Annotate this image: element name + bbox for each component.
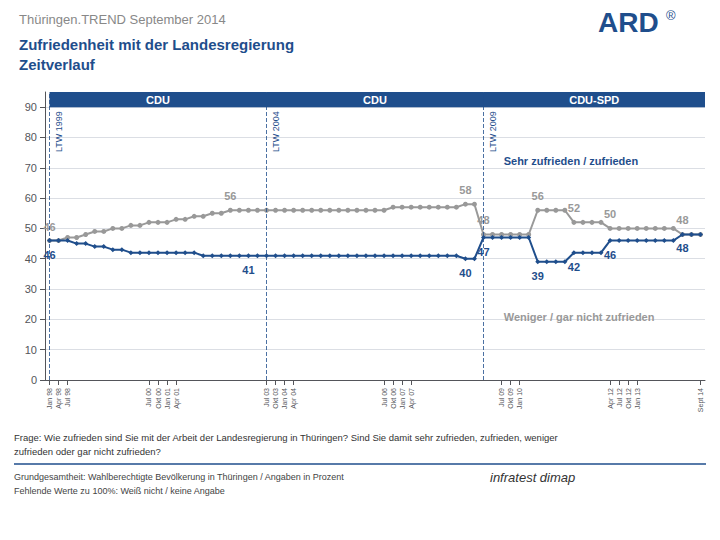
svg-text:CDU: CDU — [146, 94, 170, 106]
svg-text:80: 80 — [25, 131, 37, 143]
svg-text:58: 58 — [459, 184, 471, 196]
svg-text:CDU-SPD: CDU-SPD — [569, 94, 619, 106]
svg-text:90: 90 — [25, 101, 37, 113]
svg-text:20: 20 — [25, 313, 37, 325]
svg-text:Apr 01: Apr 01 — [173, 388, 181, 409]
svg-text:48: 48 — [477, 214, 490, 227]
svg-text:LTW 2004: LTW 2004 — [271, 111, 281, 152]
svg-text:Jul 12: Jul 12 — [616, 388, 623, 407]
svg-text:Frage: Wie zufrieden sind Sie: Frage: Wie zufrieden sind Sie mit der Ar… — [14, 432, 558, 443]
svg-text:Okt 00: Okt 00 — [155, 388, 162, 409]
svg-text:Jul 03: Jul 03 — [263, 388, 270, 407]
svg-text:LTW 2009: LTW 2009 — [488, 111, 498, 152]
svg-text:Apr 07: Apr 07 — [408, 388, 416, 409]
svg-text:Jul 00: Jul 00 — [145, 388, 152, 407]
svg-text:infratest dimap: infratest dimap — [490, 470, 575, 485]
svg-text:Weniger / gar nicht zufrieden: Weniger / gar nicht zufrieden — [504, 311, 655, 323]
svg-text:40: 40 — [25, 253, 37, 265]
svg-text:Jan 98: Jan 98 — [46, 388, 53, 409]
svg-text:CDU: CDU — [363, 94, 387, 106]
svg-text:Thüringen.TREND September 2014: Thüringen.TREND September 2014 — [19, 12, 226, 27]
svg-text:56: 56 — [224, 190, 236, 202]
svg-text:10: 10 — [25, 344, 37, 356]
svg-text:60: 60 — [25, 192, 37, 204]
svg-text:52: 52 — [568, 202, 580, 214]
svg-text:39: 39 — [532, 270, 544, 282]
svg-text:Okt 12: Okt 12 — [625, 388, 632, 409]
svg-text:zufrieden oder gar nicht zufri: zufrieden oder gar nicht zufrieden? — [14, 446, 161, 457]
svg-text:Apr 04: Apr 04 — [290, 388, 298, 409]
svg-text:Zeitverlauf: Zeitverlauf — [19, 56, 96, 73]
svg-text:48: 48 — [676, 214, 688, 226]
svg-text:47: 47 — [477, 245, 490, 258]
svg-text:Apr 98: Apr 98 — [55, 388, 63, 409]
svg-text:Okt 06: Okt 06 — [390, 388, 397, 409]
svg-text:Zufriedenheit mit der Landesre: Zufriedenheit mit der Landesregierung — [19, 36, 294, 53]
svg-text:40: 40 — [459, 267, 471, 279]
svg-text:Grundgesamtheit: Wahlberechtig: Grundgesamtheit: Wahlberechtigte Bevölke… — [14, 472, 344, 482]
svg-text:Jan 04: Jan 04 — [281, 388, 288, 409]
svg-text:0: 0 — [31, 374, 37, 386]
svg-text:LTW 1999: LTW 1999 — [54, 111, 64, 152]
svg-text:Apr 12: Apr 12 — [607, 388, 615, 409]
svg-text:Jul 09: Jul 09 — [498, 388, 505, 407]
svg-text:48: 48 — [676, 242, 688, 254]
svg-text:50: 50 — [25, 222, 37, 234]
svg-text:®: ® — [666, 8, 676, 23]
svg-text:42: 42 — [568, 261, 580, 273]
svg-text:Sept 14: Sept 14 — [697, 388, 705, 412]
svg-text:Okt 03: Okt 03 — [272, 388, 279, 409]
svg-text:70: 70 — [25, 162, 37, 174]
svg-text:46: 46 — [43, 220, 56, 233]
svg-text:Sehr zufrieden / zufrieden: Sehr zufrieden / zufrieden — [504, 155, 639, 167]
svg-text:56: 56 — [532, 190, 544, 202]
svg-text:ARD: ARD — [598, 7, 659, 38]
svg-text:46: 46 — [604, 249, 616, 261]
svg-text:Jan 01: Jan 01 — [164, 388, 171, 409]
svg-text:Okt 09: Okt 09 — [507, 388, 514, 409]
svg-text:Jan 10: Jan 10 — [516, 388, 523, 409]
svg-text:41: 41 — [242, 264, 254, 276]
svg-text:Jul 06: Jul 06 — [381, 388, 388, 407]
svg-text:30: 30 — [25, 283, 37, 295]
svg-text:46: 46 — [43, 248, 56, 261]
svg-text:Jan 13: Jan 13 — [634, 388, 641, 409]
svg-text:Jul 98: Jul 98 — [64, 388, 71, 407]
svg-text:Jan 07: Jan 07 — [399, 388, 406, 409]
svg-text:50: 50 — [604, 208, 616, 220]
svg-text:Fehlende Werte zu 100%: Weiß n: Fehlende Werte zu 100%: Weiß nicht / kei… — [14, 486, 225, 496]
